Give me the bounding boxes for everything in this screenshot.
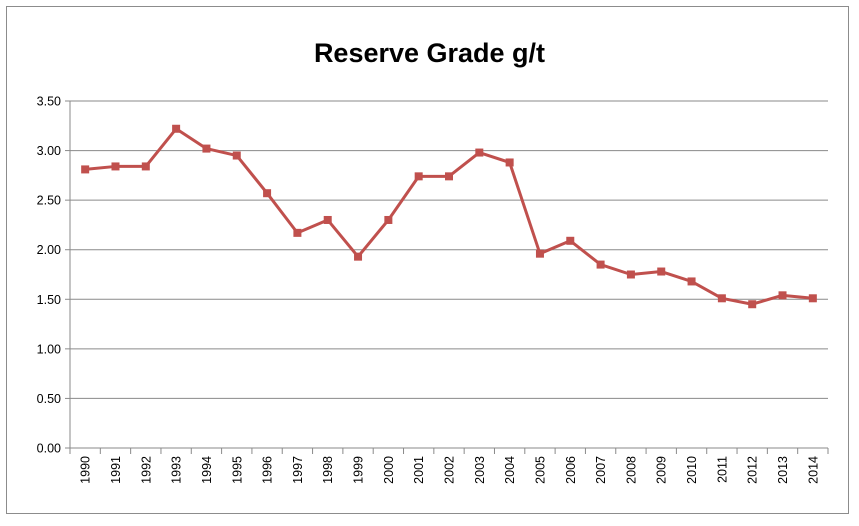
y-tick-label: 1.00	[37, 342, 61, 356]
x-tick-label: 1994	[200, 456, 214, 484]
x-tick-label: 2002	[443, 456, 457, 484]
x-tick-label: 2013	[776, 456, 790, 484]
data-point-marker	[778, 291, 787, 300]
gridlines	[70, 100, 828, 399]
y-tick-label: 3.00	[37, 144, 61, 158]
data-point-marker	[81, 165, 90, 174]
x-tick-label: 2005	[533, 456, 547, 484]
y-tick-label: 3.50	[37, 95, 61, 109]
data-point-marker	[596, 260, 605, 269]
chart-title: Reserve Grade g/t	[313, 38, 546, 68]
y-tick-label: 0.00	[37, 442, 61, 456]
data-point-marker	[657, 267, 666, 276]
x-tick-label: 2010	[685, 456, 699, 484]
x-tick-label: 1991	[109, 456, 123, 484]
chart-frame	[6, 6, 849, 514]
x-tick-label: 1992	[139, 456, 153, 484]
data-point-marker	[323, 215, 332, 224]
data-point-marker	[445, 172, 453, 181]
data-point-marker	[535, 249, 544, 258]
x-tick-label: 1996	[261, 456, 275, 484]
x-tick-label: 2012	[746, 456, 760, 484]
data-point-marker	[384, 215, 393, 224]
data-point-marker	[293, 228, 302, 237]
data-point-marker	[172, 124, 181, 133]
x-tick-label: 2006	[564, 456, 578, 484]
data-point-marker	[717, 294, 726, 303]
y-tick-label: 2.00	[37, 243, 61, 257]
data-point-marker	[505, 158, 514, 167]
data-point-marker	[566, 236, 575, 245]
x-tick-label: 2009	[655, 456, 669, 484]
y-tick-label: 2.50	[37, 194, 61, 208]
x-tick-label: 2001	[412, 456, 426, 484]
y-tick-label: 1.50	[37, 293, 61, 307]
data-point-marker	[687, 277, 696, 286]
data-point-marker	[232, 151, 241, 160]
x-tick-label: 2011	[715, 456, 729, 483]
x-tick-label: 2004	[503, 456, 517, 484]
x-tick-label: 1993	[170, 456, 184, 484]
data-point-marker	[626, 270, 635, 279]
data-point-marker	[111, 162, 120, 171]
data-point-marker	[414, 172, 423, 181]
data-point-marker	[354, 252, 363, 261]
data-point-marker	[141, 162, 150, 171]
series-reserve-grade	[81, 124, 817, 309]
data-point-marker	[263, 189, 272, 198]
data-point-marker	[475, 148, 484, 157]
axes	[65, 100, 829, 454]
data-point-marker	[202, 144, 211, 153]
x-tick-label: 2000	[382, 456, 396, 484]
x-tick-label: 1997	[291, 456, 305, 484]
data-point-marker	[808, 294, 817, 303]
x-tick-labels: 1990 1991 1992 1993 1994 1995 1996 1997 1998 1999…	[79, 456, 821, 484]
y-tick-label: 0.50	[37, 392, 61, 406]
x-tick-label: 2008	[624, 456, 638, 484]
x-tick-label: 1995	[230, 456, 244, 484]
x-tick-label: 2007	[594, 456, 608, 484]
x-tick-label: 2003	[473, 456, 487, 484]
data-point-marker	[748, 300, 757, 309]
x-tick-label: 1999	[352, 456, 366, 484]
x-tick-label: 2014	[806, 456, 820, 484]
y-tick-labels: 0.00 0.50 1.00 1.50 2.00 2.50 3.00 3.50	[37, 95, 61, 456]
x-tick-label: 1998	[321, 456, 335, 484]
x-tick-label: 1990	[79, 456, 93, 484]
series-line	[85, 127, 813, 306]
